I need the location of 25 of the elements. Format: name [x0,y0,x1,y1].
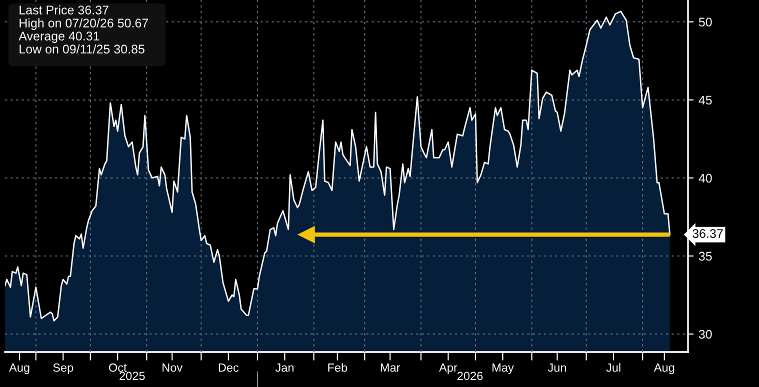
x-tick-label: Apr [439,364,458,374]
y-tick-label: 35 [698,252,712,261]
annotation: Last Price 36.37 [20,5,108,14]
y-tick-label: 45 [698,96,712,105]
x-tick-label: Aug [654,364,674,374]
x-tick-label: Jun [548,364,566,372]
x-tick-label: Jul [606,363,620,372]
annotation: High on 07/20/26 50.67 [20,18,148,30]
x-tick-label: May [492,364,514,374]
x-tick-label: Feb [328,363,348,372]
x-tick-label: Sep [53,363,74,374]
annotation: 36.37 [692,229,723,238]
x-tick-label: Oct [109,363,127,372]
x-tick-label: Mar [380,364,400,372]
x2-tick-label: 2026 [457,372,483,380]
annotation: Low on 09/11/25 30.85 [20,44,144,54]
y-tick-label: 30 [698,330,712,339]
y-tick-label: 40 [698,174,712,183]
annotation: Average 40.31 [18,32,100,43]
x-tick-label: Jan [275,364,294,372]
y-tick-label: 50 [698,18,712,27]
x-tick-label: Aug [9,364,30,374]
x2-tick-label: 2025 [120,372,145,380]
x-tick-label: Dec [218,364,239,372]
x-tick-label: Nov [162,364,183,372]
